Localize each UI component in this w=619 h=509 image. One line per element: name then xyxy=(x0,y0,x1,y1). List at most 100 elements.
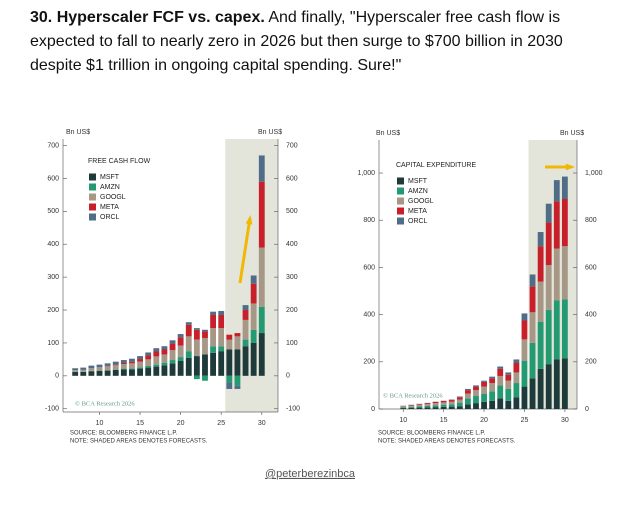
bar-segment xyxy=(193,339,200,357)
bar-segment xyxy=(145,355,152,360)
bar-segment xyxy=(137,356,143,360)
legend-swatch xyxy=(89,203,96,211)
bar-segment xyxy=(513,359,520,363)
bar-segment xyxy=(258,155,265,182)
bar-segment xyxy=(193,356,200,376)
bar-segment xyxy=(545,222,552,266)
legend-label: META xyxy=(100,204,119,211)
bar-segment xyxy=(145,352,152,356)
y-tick-label: 400 xyxy=(363,311,375,318)
bar-segment xyxy=(202,354,208,376)
bar-segment xyxy=(448,401,455,405)
bar-segment xyxy=(513,397,520,409)
bar-segment xyxy=(96,370,103,376)
arrow-head xyxy=(245,215,253,225)
bar-segment xyxy=(456,397,463,400)
bar-segment xyxy=(193,328,200,330)
y-tick-label: 100 xyxy=(47,340,59,347)
y-unit: Bn US$ xyxy=(376,130,400,137)
y-tick-label: 200 xyxy=(47,307,59,314)
bar-segment xyxy=(234,375,241,386)
y-tick-label: 1,000 xyxy=(357,170,375,177)
legend-label: META xyxy=(408,208,427,215)
bar-segment xyxy=(258,181,265,248)
bar-segment xyxy=(202,375,208,381)
bar-segment xyxy=(424,403,431,405)
bar-segment xyxy=(513,362,520,373)
bar-segment xyxy=(161,362,168,366)
bar-segment xyxy=(96,367,103,371)
bar-segment xyxy=(96,364,103,368)
bar-segment xyxy=(250,342,257,376)
legend-label: ORCL xyxy=(100,214,120,221)
bar-segment xyxy=(185,351,192,358)
bar-segment xyxy=(218,311,225,315)
bar-segment xyxy=(120,369,127,376)
legend-label: MSFT xyxy=(408,178,428,185)
bar-segment xyxy=(416,407,423,409)
bar-segment xyxy=(250,329,257,343)
bar-segment xyxy=(400,407,407,409)
x-tick-label: 10 xyxy=(96,420,104,427)
y-tick-label: 200 xyxy=(363,359,375,366)
bar-segment xyxy=(561,198,568,247)
bar-segment xyxy=(440,406,447,409)
bar-segment xyxy=(456,406,463,409)
bar-segment xyxy=(88,371,95,376)
bar-segment xyxy=(424,407,431,409)
bar-segment xyxy=(464,398,471,405)
x-tick-label: 25 xyxy=(521,417,529,424)
bar-segment xyxy=(169,340,176,344)
bar-segment xyxy=(456,399,463,403)
bar-segment xyxy=(218,346,225,352)
bar-segment xyxy=(177,337,184,346)
bar-segment xyxy=(226,382,233,389)
bar-segment xyxy=(137,368,143,376)
bar-segment xyxy=(161,349,168,355)
bar-segment xyxy=(537,368,544,409)
bar-segment xyxy=(448,406,455,409)
bar-segment xyxy=(473,385,479,387)
bar-segment xyxy=(505,380,512,389)
bar-segment xyxy=(545,364,552,409)
bar-segment xyxy=(497,385,504,399)
bar-segment xyxy=(537,321,544,369)
bar-segment xyxy=(561,246,568,300)
bar-segment xyxy=(202,329,208,332)
bar-segment xyxy=(537,232,544,247)
bar-segment xyxy=(242,346,249,376)
bar-segment xyxy=(497,375,504,386)
bar-segment xyxy=(242,305,249,311)
bar-segment xyxy=(505,372,512,375)
bar-segment xyxy=(218,314,225,329)
legend-swatch xyxy=(397,197,404,205)
bar-segment xyxy=(408,407,415,409)
bar-segment xyxy=(400,406,407,408)
x-tick-label: 20 xyxy=(480,417,488,424)
bar-segment xyxy=(456,402,463,407)
y-tick-label: 300 xyxy=(47,274,59,281)
y2-tick-label: 200 xyxy=(286,307,298,314)
y-tick-label: 700 xyxy=(47,142,59,149)
bar-segment xyxy=(242,310,249,320)
x-tick-label: 15 xyxy=(136,420,144,427)
y2-tick-label: 200 xyxy=(585,359,597,366)
bar-segment xyxy=(153,364,160,367)
x-tick-label: 20 xyxy=(177,420,185,427)
bar-segment xyxy=(432,403,439,406)
bar-segment xyxy=(448,400,455,402)
bar-segment xyxy=(521,360,528,387)
bar-segment xyxy=(129,363,135,369)
bar-segment xyxy=(137,361,143,368)
bar-segment xyxy=(481,401,487,409)
bar-segment xyxy=(112,361,119,365)
footer-link[interactable]: @peterberezinbca xyxy=(265,468,356,480)
legend-swatch xyxy=(397,187,404,195)
bar-segment xyxy=(80,371,87,376)
bar-segment xyxy=(210,328,217,347)
bar-segment xyxy=(561,358,568,409)
source: SOURCE: BLOOMBERG FINANCE L.P. xyxy=(378,431,486,437)
bar-segment xyxy=(561,299,568,359)
legend-label: GOOGL xyxy=(408,198,434,205)
y-unit: Bn US$ xyxy=(66,129,90,136)
